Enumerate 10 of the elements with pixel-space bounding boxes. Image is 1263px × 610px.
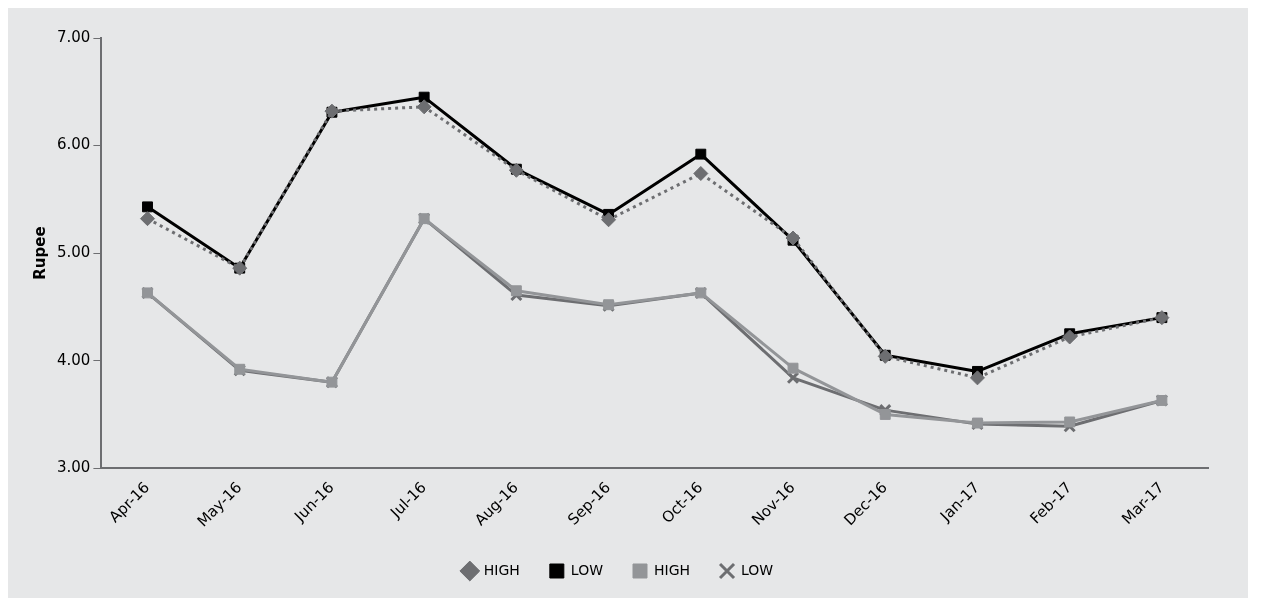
- y-tick-label: 3.00: [56, 458, 91, 477]
- legend-label: LOW: [570, 561, 604, 578]
- legend-label: HIGH: [654, 561, 691, 578]
- y-tick-label: 7.00: [56, 27, 91, 46]
- y-tick-label: 6.00: [56, 135, 91, 154]
- y-tick-label: 5.00: [56, 242, 91, 261]
- y-tick-label: 4.00: [56, 350, 91, 369]
- legend-label: LOW: [741, 561, 774, 578]
- y-axis-title: Rupee: [30, 226, 49, 280]
- legend-label: HIGH: [483, 561, 520, 578]
